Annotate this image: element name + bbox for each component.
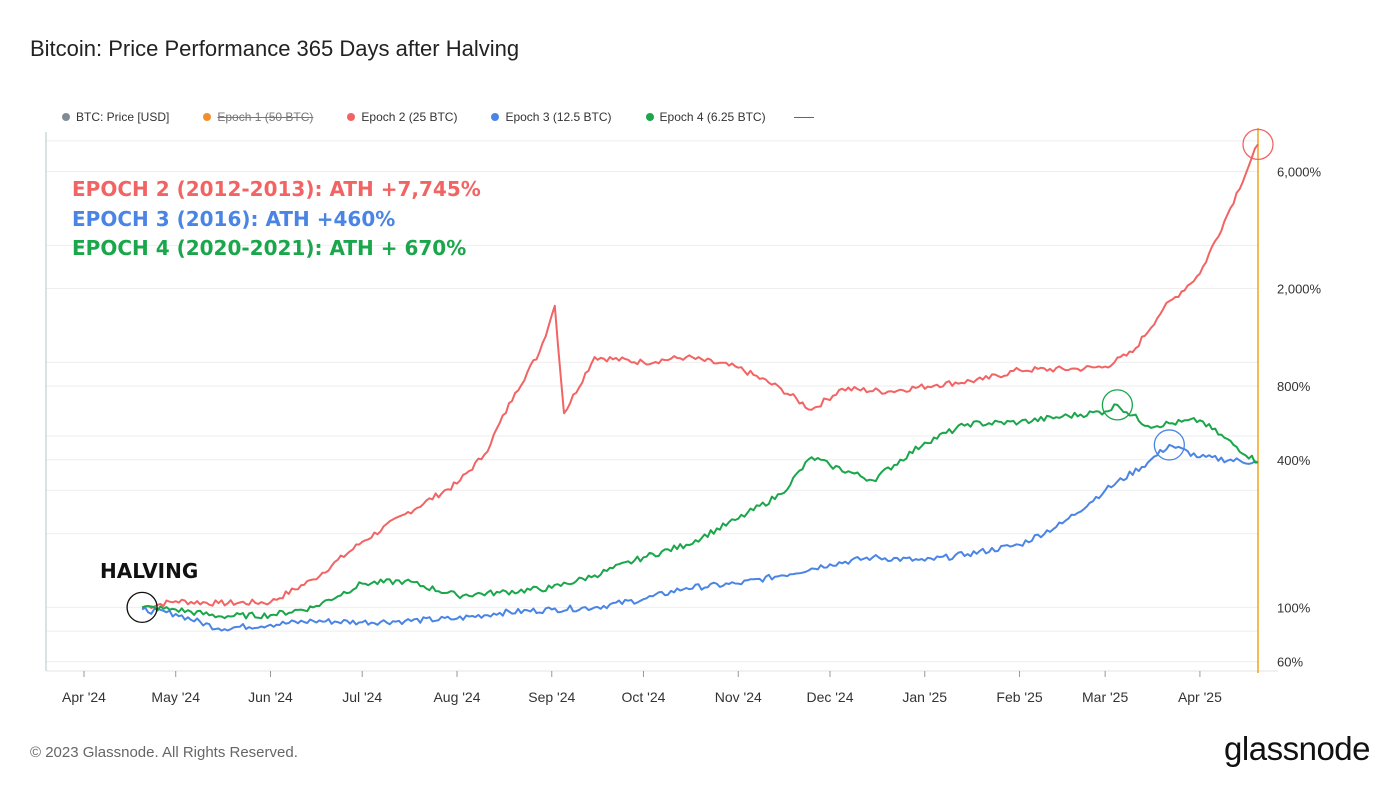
- annotation-text: HALVING: [100, 559, 198, 583]
- glassnode-logo: glassnode: [1224, 730, 1370, 767]
- y-tick-label: 400%: [1277, 453, 1311, 468]
- y-tick-label: 2,000%: [1277, 281, 1322, 296]
- x-tick-label: Apr '24: [62, 689, 106, 705]
- series-line-3: [141, 443, 1259, 632]
- epoch3-ath-circle: [1153, 429, 1185, 461]
- series-line-4: [141, 403, 1258, 620]
- y-tick-label: 60%: [1277, 655, 1303, 670]
- x-tick-label: Apr '25: [1178, 689, 1222, 705]
- chart-annotations: EPOCH 2 (2012-2013): ATH +7,745% EPOCH 3 …: [72, 128, 1274, 624]
- legend-item-btc-price[interactable]: BTC: Price [USD]: [62, 110, 169, 124]
- chart-series: [141, 143, 1259, 632]
- chart-title: Bitcoin: Price Performance 365 Days afte…: [30, 36, 520, 61]
- y-tick-label: 800%: [1277, 379, 1311, 394]
- legend-label: Epoch 4 (6.25 BTC): [659, 110, 766, 124]
- legend-line-icon: [793, 116, 814, 118]
- legend-dot-epoch-4: [645, 113, 654, 121]
- legend-label: BTC: Price [USD]: [76, 110, 170, 124]
- legend-label: Epoch 3 (12.5 BTC): [505, 110, 612, 124]
- legend-item-more[interactable]: [793, 116, 814, 118]
- legend-label: Epoch 2 (25 BTC): [361, 110, 458, 124]
- epoch4-ath-circle: [1101, 389, 1134, 421]
- x-tick-label: Dec '24: [806, 689, 853, 705]
- chart-legend: BTC: Price [USD] Epoch 1 (50 BTC) Epoch …: [62, 108, 848, 126]
- y-tick-label: 100%: [1277, 600, 1311, 615]
- epoch2-ath-circle: [1242, 128, 1274, 161]
- x-tick-label: Jun '24: [248, 689, 293, 705]
- x-tick-label: Feb '25: [996, 689, 1042, 705]
- x-tick-label: Sep '24: [528, 689, 575, 705]
- x-tick-label: Jan '25: [902, 689, 947, 705]
- chart-axes: 6,000% 2,000% 800% 400% 100% 60% Apr '24 May '2…: [45, 128, 1322, 705]
- chart-grid: [46, 140, 1258, 663]
- series-line-2: [141, 143, 1259, 609]
- x-tick-label: Aug '24: [433, 689, 480, 705]
- x-tick-label: Jul '24: [342, 689, 382, 705]
- legend-item-epoch-2[interactable]: Epoch 2 (25 BTC): [347, 110, 457, 124]
- x-tick-label: Oct '24: [622, 689, 666, 705]
- annotation-text: EPOCH 3 (2016): ATH +460%: [72, 207, 395, 231]
- legend-item-epoch-4[interactable]: Epoch 4 (6.25 BTC): [645, 110, 766, 124]
- legend-item-epoch-3[interactable]: Epoch 3 (12.5 BTC): [491, 110, 612, 124]
- legend-dot-epoch-1: [203, 113, 212, 121]
- legend-dot-epoch-2: [347, 113, 356, 121]
- x-tick-label: Nov '24: [715, 689, 762, 705]
- y-tick-label: 6,000%: [1277, 165, 1322, 180]
- x-tick-label: May '24: [151, 689, 200, 705]
- annotation-text: EPOCH 4 (2020-2021): ATH + 670%: [72, 236, 466, 260]
- legend-dot-btc-price: [62, 113, 70, 121]
- legend-label: Epoch 1 (50 BTC): [217, 110, 314, 124]
- legend-dot-epoch-3: [491, 113, 500, 121]
- copyright-text: © 2023 Glassnode. All Rights Reserved.: [30, 744, 298, 761]
- halving-circle: [126, 591, 158, 624]
- x-tick-label: Mar '25: [1082, 689, 1128, 705]
- annotation-text: EPOCH 2 (2012-2013): ATH +7,745%: [72, 177, 481, 201]
- legend-item-epoch-1[interactable]: Epoch 1 (50 BTC): [203, 110, 313, 124]
